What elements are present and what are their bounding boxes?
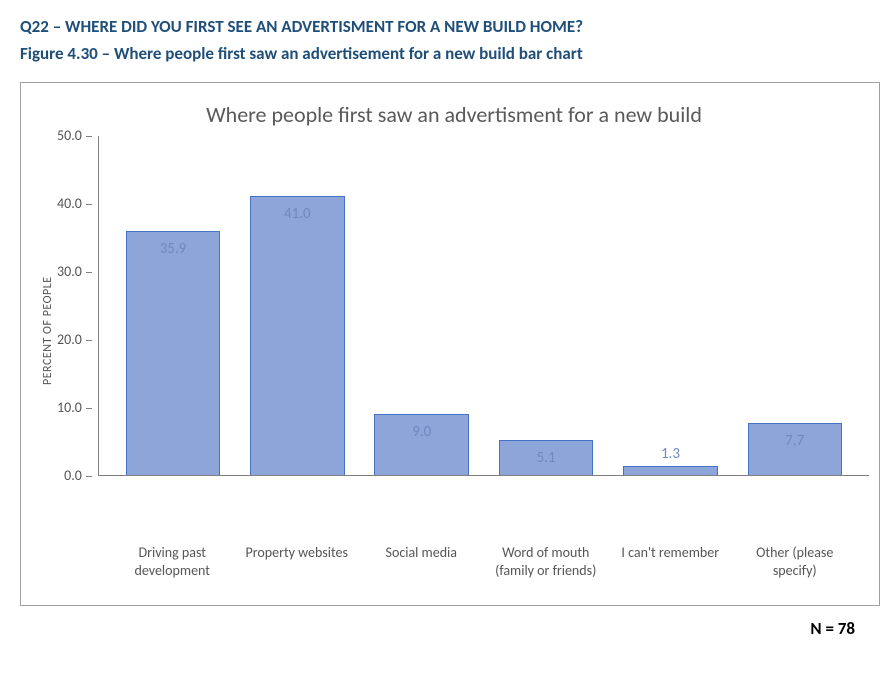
bar-value-label: 9.0 xyxy=(412,423,431,441)
bar-value-label: 7.7 xyxy=(785,432,804,450)
bar-value-label: 41.0 xyxy=(284,205,311,223)
x-axis-category-label: Social media xyxy=(359,536,484,579)
bar: 35.9 xyxy=(126,231,221,475)
chart-frame: Where people first saw an advertisment f… xyxy=(20,82,880,606)
x-axis-category-label: I can't remember xyxy=(608,536,733,579)
bar-value-label: 1.3 xyxy=(661,445,680,463)
x-axis-category-label: Word of mouth (family or friends) xyxy=(484,536,609,579)
x-axis-category-label: Other (please specify) xyxy=(733,536,858,579)
bar-column: 1.3 xyxy=(608,466,732,475)
figure-heading: Figure 4.30 – Where people first saw an … xyxy=(20,43,875,64)
x-axis-category-label: Property websites xyxy=(235,536,360,579)
bar: 5.1 xyxy=(499,440,594,475)
x-axis-category-label: Driving past development xyxy=(110,536,235,579)
bar: 1.3 xyxy=(623,466,718,475)
bar-column: 35.9 xyxy=(111,231,235,475)
bar-value-label: 35.9 xyxy=(160,240,187,258)
plot-wrap: PERCENT OF PEOPLE 50.0 40.0 30.0 20.0 10… xyxy=(39,136,869,536)
question-heading: Q22 – WHERE DID YOU FIRST SEE AN ADVERTI… xyxy=(20,16,875,37)
bar-value-label: 5.1 xyxy=(537,449,556,467)
plot-area: 35.9 41.0 9.0 5.1 1.3 7.7 xyxy=(98,136,869,476)
y-axis-ticks: 50.0 40.0 30.0 20.0 10.0 0.0 xyxy=(57,136,98,476)
bar: 9.0 xyxy=(374,414,469,475)
chart-title: Where people first saw an advertisment f… xyxy=(39,101,869,128)
bar: 41.0 xyxy=(250,196,345,475)
bar-column: 7.7 xyxy=(733,423,857,475)
x-axis-labels: Driving past developmentProperty website… xyxy=(98,536,869,579)
bar: 7.7 xyxy=(748,423,843,475)
y-axis-label: PERCENT OF PEOPLE xyxy=(39,166,57,496)
bar-column: 5.1 xyxy=(484,440,608,475)
bar-column: 41.0 xyxy=(235,196,359,475)
n-footer: N = 78 xyxy=(20,618,875,639)
bar-column: 9.0 xyxy=(360,414,484,475)
